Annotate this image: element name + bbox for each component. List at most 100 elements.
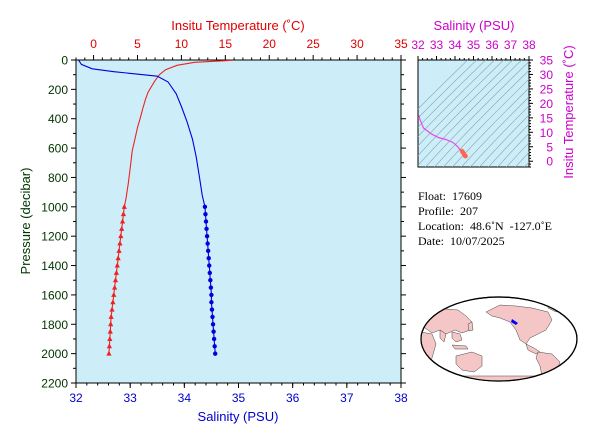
profile-date: Date: 10/07/2025 — [418, 234, 505, 248]
ts-temperature-tick-label: 10 — [540, 126, 554, 140]
temperature-point — [121, 203, 127, 209]
temperature-point — [117, 240, 123, 246]
isopycnal-line — [418, 60, 514, 156]
right-axis-ticks — [401, 59, 406, 384]
ts-salinity-ticks: 32 33 34 35 36 37 38 — [411, 38, 536, 60]
profile-series — [78, 59, 233, 356]
ts-deep-point — [463, 153, 468, 159]
pressure-axis-ticks: 0 200 400 600 800 1000 1200 1400 1600 1800 2000 220… — [41, 54, 76, 391]
world-map — [420, 296, 578, 382]
salinity-point — [205, 241, 210, 246]
temperature-point — [119, 218, 126, 224]
isopycnal-line — [443, 78, 529, 167]
salinity-tick-label: 35 — [232, 391, 246, 405]
salinity-point — [209, 307, 215, 312]
salinity-point — [203, 219, 209, 224]
isopycnal-line — [418, 60, 487, 128]
salinity-point — [208, 285, 214, 290]
temperature-point — [107, 328, 113, 334]
profile-plot-area — [75, 59, 402, 384]
ts-series — [418, 115, 468, 159]
isopycnal-line — [524, 161, 529, 167]
salinity-point — [202, 204, 208, 210]
ts-salinity-tick-label: 32 — [411, 38, 425, 52]
map-border — [420, 296, 578, 382]
land-indonesia — [451, 344, 469, 350]
ts-temperature-axis-title: Insitu Temperature (˚C) — [561, 45, 576, 178]
isopycnal-line — [479, 114, 529, 167]
temperature-point — [112, 284, 118, 290]
temperature-point — [120, 211, 127, 217]
temperature-point — [109, 306, 115, 312]
temperature-tick-label: 0 — [90, 37, 97, 51]
pressure-tick-label: 1000 — [41, 200, 68, 214]
temperature-point — [108, 321, 114, 327]
pressure-tick-label: 1600 — [41, 288, 68, 302]
salinity-point — [212, 344, 217, 349]
land-north-america — [485, 304, 553, 345]
temperature-axis-title: Insitu Temperature (˚C) — [171, 18, 304, 33]
temperature-tick-label: 35 — [394, 37, 408, 51]
temperature-tick-label: 25 — [306, 37, 320, 51]
ts-salinity-tick-label: 33 — [430, 38, 444, 52]
salinity-tick-label: 38 — [394, 391, 408, 405]
isopycnal-line — [418, 60, 496, 137]
pressure-tick-label: 1800 — [41, 318, 68, 332]
salinity-profile-line — [78, 59, 206, 207]
float-location: Location: 48.6˚N -127.0˚E — [418, 219, 552, 233]
salinity-point — [211, 329, 216, 334]
isopycnal-line — [515, 151, 529, 167]
salinity-point — [207, 270, 212, 276]
salinity-point — [204, 226, 209, 232]
profile-number: Profile: 207 — [418, 204, 478, 218]
pressure-axis-title: Pressure (decibar) — [18, 168, 33, 275]
salinity-axis-title: Salinity (PSU) — [198, 409, 279, 424]
pressure-tick-label: 1400 — [41, 259, 68, 273]
temperature-tick-label: 20 — [263, 37, 277, 51]
land-japan — [467, 321, 474, 332]
salinity-tick-label: 32 — [69, 391, 83, 405]
ts-upper-line — [418, 115, 463, 152]
ts-temperature-tick-label: 15 — [540, 111, 554, 125]
temperature-point — [115, 255, 121, 261]
pressure-tick-label: 1200 — [41, 230, 68, 244]
salinity-tick-label: 37 — [340, 391, 354, 405]
pressure-tick-label: 0 — [61, 54, 68, 68]
ts-temperature-tick-label: 0 — [546, 155, 553, 169]
salinity-point — [210, 322, 216, 327]
isopycnal-line — [418, 60, 469, 110]
land-india — [439, 329, 447, 343]
isopycnal-lines — [418, 60, 529, 167]
salinity-point — [204, 233, 210, 239]
ts-salinity-tick-label: 35 — [467, 38, 481, 52]
temperature-point — [106, 343, 112, 349]
isopycnal-line — [461, 96, 529, 167]
temperature-point — [107, 335, 113, 341]
ts-salinity-tick-label: 36 — [485, 38, 499, 52]
ts-salinity-tick-label: 34 — [448, 38, 462, 52]
salinity-point — [211, 336, 217, 342]
temperature-profile-line — [123, 59, 233, 207]
ts-temperature-tick-label: 20 — [540, 97, 554, 111]
salinity-tick-label: 36 — [286, 391, 300, 405]
temperature-point — [108, 313, 114, 319]
float-id: Float: 17609 — [418, 189, 483, 203]
land-southeast-asia — [451, 331, 463, 343]
temperature-point — [106, 350, 112, 356]
profile-panel: 0200400600800100012001400160018002000220… — [18, 18, 408, 424]
ts-temperature-tick-label: 30 — [540, 68, 554, 82]
land-australia — [455, 351, 483, 373]
temperature-axis-ticks: 0 5 10 15 20 25 30 35 — [75, 37, 408, 60]
isopycnal-line — [452, 87, 529, 167]
salinity-point — [210, 314, 215, 320]
isopycnal-line — [434, 69, 529, 167]
salinity-tick-label: 33 — [123, 391, 137, 405]
isopycnal-line — [506, 142, 529, 167]
temperature-point — [112, 277, 119, 283]
isopycnal-line — [418, 60, 478, 119]
temperature-tick-label: 30 — [350, 37, 364, 51]
isopycnal-line — [470, 105, 529, 167]
ts-salinity-tick-label: 38 — [522, 38, 536, 52]
